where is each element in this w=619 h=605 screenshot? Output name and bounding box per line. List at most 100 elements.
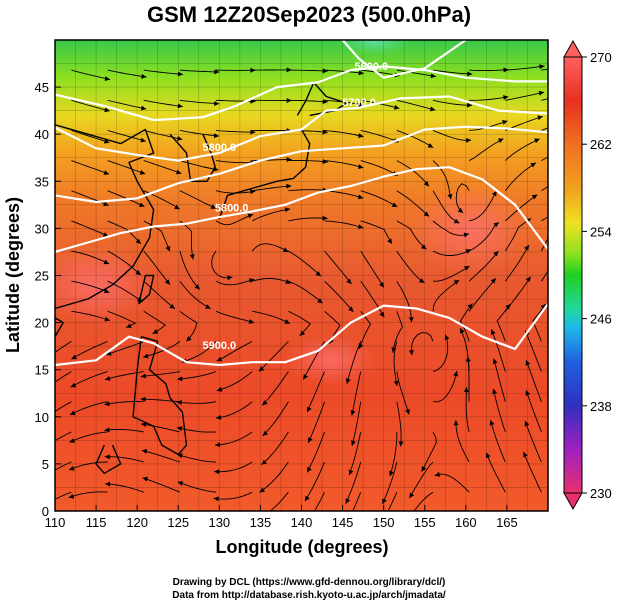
streamline — [541, 186, 548, 192]
drawing-credit: Drawing by DCL (https://www.gfd-dennou.o… — [173, 577, 446, 588]
coastline — [132, 336, 188, 456]
streamline — [288, 250, 322, 277]
streamline — [360, 129, 399, 143]
streamline — [215, 129, 256, 133]
streamline-arrow — [539, 64, 545, 70]
colorbar-max-arrow — [563, 39, 583, 58]
streamline-arrow — [141, 73, 147, 79]
streamline — [214, 461, 253, 473]
streamline — [105, 340, 144, 356]
warm-anomaly — [410, 185, 530, 275]
streamline — [104, 429, 144, 433]
coastline — [55, 124, 155, 310]
streamline — [525, 359, 542, 402]
streamline — [179, 129, 220, 137]
coastline — [138, 274, 155, 305]
streamline-arrow — [346, 278, 352, 284]
streamline — [216, 341, 253, 362]
streamline-arrow — [358, 101, 364, 107]
streamline-arrow — [460, 328, 465, 334]
y-tick-label: 40 — [35, 127, 49, 142]
x-axis: 110 115 120 125 130 135 140 145 150 155 160 165 — [45, 505, 518, 530]
streamline — [71, 250, 110, 265]
streamline — [251, 243, 289, 253]
streamline — [396, 129, 434, 148]
streamline — [432, 190, 460, 224]
streamline-arrow — [357, 224, 364, 230]
streamline-arrow — [350, 440, 356, 446]
streamline — [505, 194, 538, 222]
streamline — [504, 162, 537, 191]
wind-streamlines — [36, 64, 548, 512]
streamline-arrow — [524, 420, 530, 427]
streamline — [396, 401, 402, 447]
streamline — [360, 220, 393, 245]
streamline-arrow — [345, 378, 351, 384]
streamline — [432, 129, 472, 141]
streamline-arrow — [304, 495, 310, 502]
coastline — [218, 119, 315, 220]
streamline — [396, 69, 436, 77]
streamline — [433, 265, 470, 282]
streamline — [396, 99, 436, 111]
x-tick-label: 110 — [45, 515, 66, 530]
streamline-arrow — [103, 259, 110, 265]
streamline — [181, 341, 217, 363]
streamline — [351, 401, 362, 446]
streamline-arrow — [36, 507, 42, 512]
streamline — [324, 250, 352, 285]
streamline-arrow — [447, 193, 453, 200]
x-tick-label: 155 — [414, 515, 436, 530]
streamline-arrow — [387, 238, 393, 244]
streamline-arrow — [174, 204, 180, 210]
x-tick-label: 125 — [167, 515, 189, 530]
y-tick-label: 5 — [42, 457, 49, 472]
streamline — [104, 456, 144, 463]
streamline-arrow — [285, 279, 291, 284]
streamline — [179, 69, 220, 73]
streamline-arrow — [379, 311, 385, 318]
streamline-arrow — [322, 129, 328, 135]
streamline-arrow — [250, 98, 256, 104]
streamline — [432, 334, 449, 373]
streamline — [525, 390, 542, 433]
streamline — [213, 491, 253, 500]
streamline — [324, 220, 364, 229]
streamline-arrow — [68, 465, 75, 471]
streamline — [143, 280, 176, 310]
contour-label: 5600.0 — [355, 61, 389, 73]
streamline-arrow — [104, 401, 110, 407]
streamline — [387, 492, 398, 511]
streamline — [69, 431, 108, 443]
streamline-arrow — [169, 303, 175, 309]
streamline-arrow — [140, 396, 146, 402]
streamline-arrow — [103, 138, 110, 144]
streamline-arrow — [530, 162, 537, 168]
streamline-arrow — [463, 232, 470, 238]
streamline-arrow — [286, 183, 292, 189]
streamline-arrow — [492, 358, 498, 365]
streamline — [413, 491, 434, 511]
streamline — [215, 160, 256, 164]
map-title: GSM 12Z20Sep2023 (500.0hPa) — [147, 2, 471, 27]
streamline — [177, 371, 217, 380]
streamline-arrow — [409, 492, 415, 499]
streamline-arrow — [210, 204, 217, 209]
streamline — [252, 185, 292, 192]
streamline — [360, 250, 385, 288]
streamline — [524, 420, 542, 463]
streamline — [143, 69, 184, 75]
colorbar: 270 262 254 246 238 230 — [563, 39, 612, 511]
streamline-arrow — [317, 298, 323, 304]
streamline-arrow — [429, 106, 436, 112]
streamline-arrow — [215, 414, 222, 420]
streamline — [381, 461, 398, 505]
streamline-arrow — [348, 469, 354, 476]
streamline-arrow — [177, 71, 183, 77]
streamline — [360, 160, 399, 176]
streamline-arrow — [523, 451, 528, 458]
streamline-arrow — [393, 380, 399, 386]
streamline-arrow — [261, 459, 267, 465]
streamline-arrow — [68, 493, 75, 499]
streamline-arrow — [322, 68, 328, 74]
